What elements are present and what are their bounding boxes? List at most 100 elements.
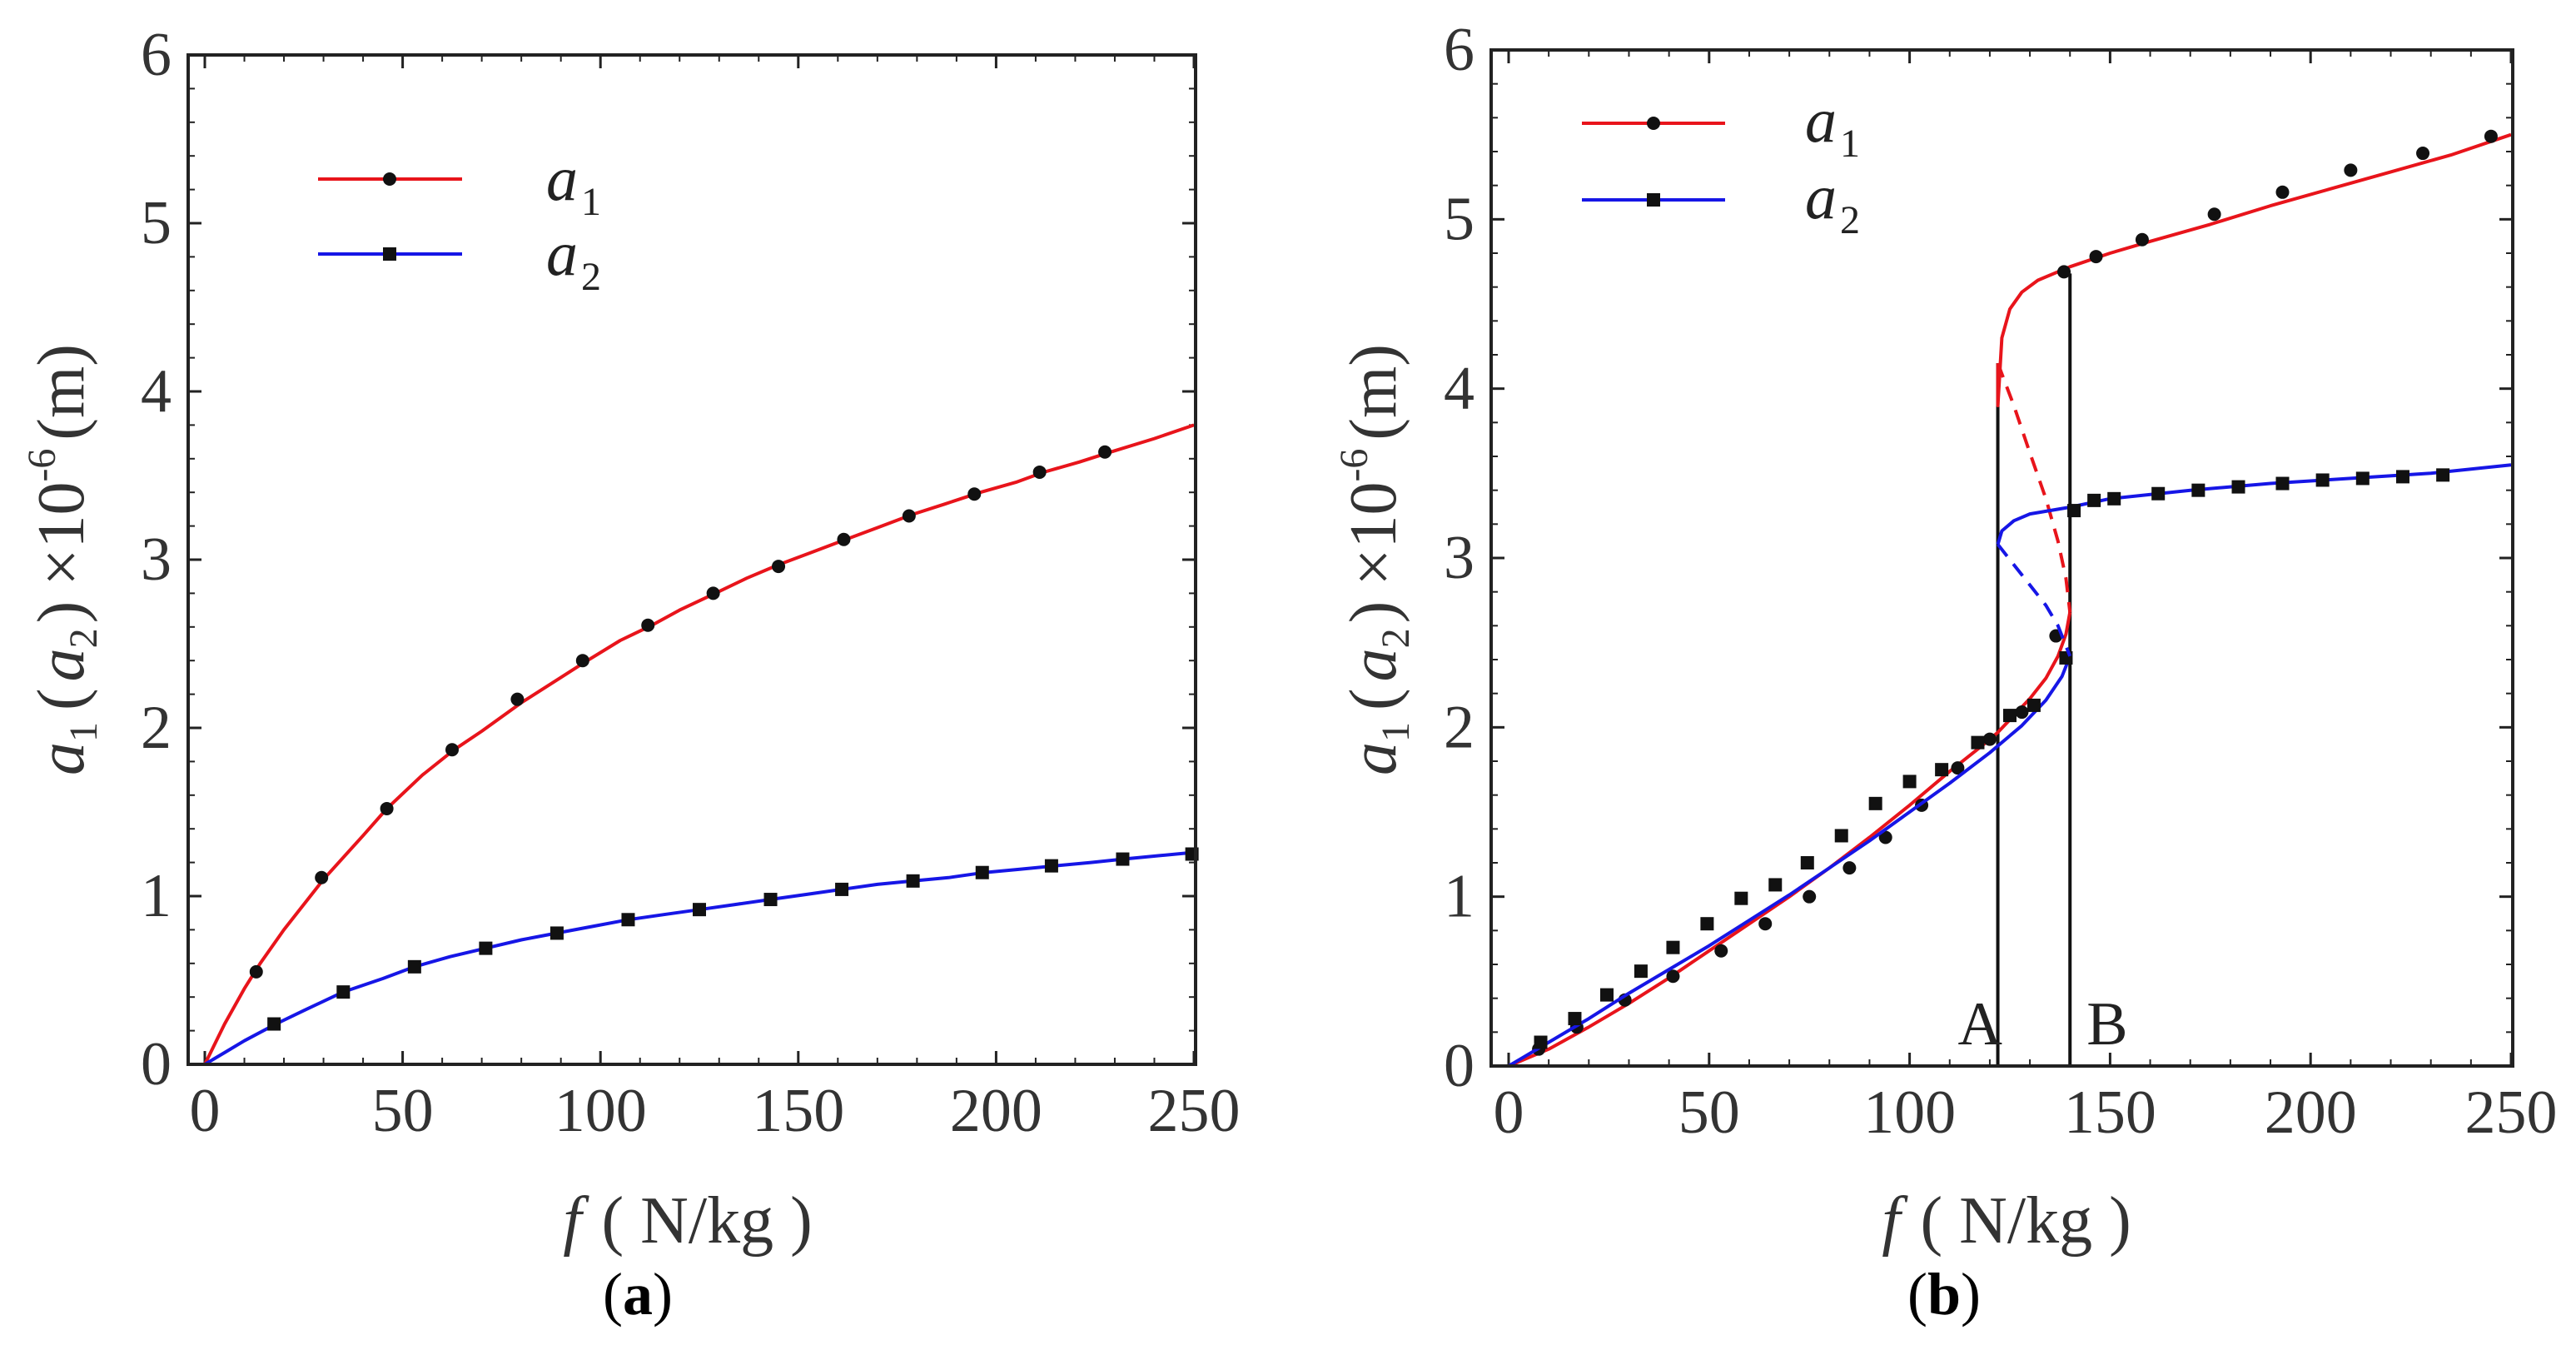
b-ytick-label-5: 5 (1444, 185, 1474, 253)
b-xtick-label-0: 0 (1494, 1078, 1524, 1147)
b-series-3-point-13 (1971, 735, 1985, 750)
a-plot-frame (186, 53, 1197, 1066)
b-series-3-point-10 (1868, 796, 1882, 810)
b-series-0-point-5 (1758, 917, 1773, 931)
b-series-2-point-4 (2275, 185, 2290, 199)
a-series-0-point-9 (837, 532, 851, 546)
b-series-5-point-4 (2191, 483, 2206, 497)
b-xtick-label-4: 200 (2265, 1078, 2357, 1147)
a-legend-item-a1: a1 (318, 144, 601, 224)
a-xtick-label-0: 0 (190, 1077, 221, 1145)
b-series-0-point-6 (1803, 889, 1817, 904)
a-series-1-point-2 (407, 959, 421, 974)
b-xtick-label-2: 100 (1863, 1078, 1956, 1147)
b-series-2-point-1 (2089, 250, 2103, 264)
transition-label-A: A (1958, 990, 2002, 1059)
a-series-0-point-1 (315, 870, 329, 884)
b-legend: a1 a2 (1582, 86, 1860, 242)
svg-text:a1: a1 (546, 144, 601, 224)
b-series-5-point-8 (2355, 471, 2370, 486)
a-series-1-point-4 (550, 926, 564, 940)
b-series-0-point-10 (1951, 761, 1965, 775)
a-series-1-point-1 (336, 985, 351, 999)
b-series-3-point-7 (1768, 878, 1783, 892)
a-xlabel: f( N/kg ) (563, 1184, 813, 1258)
a-ytick-label-6: 6 (141, 21, 172, 89)
b-series-3-point-11 (1902, 775, 1917, 789)
b-series-3-point-5 (1700, 917, 1714, 931)
b-legend-marker-a1 (1647, 117, 1660, 130)
b-series-3-point-6 (1734, 891, 1748, 905)
b-legend-marker-a2 (1647, 193, 1660, 207)
b-series-3-point-2 (1599, 988, 1614, 1002)
a-xlabel-unit: ( N/kg ) (601, 1184, 812, 1258)
b-series-0-point-11 (1982, 732, 1997, 746)
b-series-2-point-7 (2484, 129, 2498, 143)
b-series-3-point-8 (1800, 856, 1814, 869)
a-ytick-label-3: 3 (141, 526, 172, 594)
b-xlabel-unit: ( N/kg ) (1920, 1184, 2131, 1258)
b-ytick-label-3: 3 (1444, 524, 1474, 592)
svg-text:a1: a1 (1805, 86, 1860, 166)
b-panel-caption: (b) (1907, 1261, 1981, 1328)
a-series-0-point-8 (772, 560, 786, 574)
a-series-1-point-7 (763, 893, 778, 907)
a-ytick-label-4: 4 (141, 357, 172, 426)
b-series-3-point-0 (1534, 1035, 1548, 1049)
a-xlabel-symbol: f (563, 1184, 589, 1258)
a-ytick-label-2: 2 (141, 694, 172, 762)
a-series-line-0 (203, 423, 1195, 1065)
a-xtick-label-3: 150 (752, 1077, 844, 1145)
a-series-1-point-11 (1044, 859, 1058, 873)
a-series-0-point-0 (249, 964, 263, 979)
a-series-0-point-11 (967, 487, 982, 501)
b-series-5-point-3 (2151, 486, 2166, 501)
b-series-0-point-7 (1842, 861, 1857, 875)
a-ylabel: a1(a2)×10-6(m) (20, 344, 106, 775)
b-series-5-point-0 (2067, 504, 2081, 518)
b-series-3-point-9 (1834, 829, 1848, 843)
b-legend-item-a1: a1 (1582, 86, 1860, 166)
a-series-0-point-7 (706, 586, 720, 600)
b-series-3-point-4 (1666, 940, 1680, 954)
b-xlabel-symbol: f (1882, 1184, 1908, 1258)
b-series-line-4 (1997, 543, 2072, 657)
a-ytick-label-5: 5 (141, 189, 172, 257)
panel-a: 0 1 2 3 4 5 6 0 50 100 150 200 250 a1(a2)×10-6(m) f(… (20, 21, 1241, 1328)
a-series-1-point-3 (479, 941, 493, 955)
a-legend-marker-a1 (383, 172, 396, 186)
b-ytick-label-6: 6 (1444, 16, 1474, 84)
a-series-1-point-10 (975, 865, 989, 879)
b-series-5-point-5 (2231, 480, 2245, 494)
b-series (1507, 129, 2512, 1068)
a-series-0-point-6 (641, 618, 655, 632)
a-series-1-point-0 (267, 1017, 281, 1031)
b-legend-item-a2: a2 (1582, 162, 1860, 242)
svg-text:a2: a2 (1805, 162, 1860, 242)
b-ticks: 0 1 2 3 4 5 6 0 50 100 150 200 250 (1444, 16, 2558, 1147)
a-series-1-point-9 (906, 874, 920, 888)
a-xtick-label-5: 250 (1148, 1077, 1241, 1145)
b-series-3-point-12 (1935, 763, 1949, 777)
a-series-line-1 (203, 850, 1195, 1066)
b-series-3-point-16 (2059, 650, 2073, 665)
b-series-5-point-6 (2275, 476, 2290, 491)
b-series-2-point-2 (2135, 232, 2149, 247)
b-series-line-3 (1507, 655, 2072, 1068)
b-series-line-1 (1996, 362, 2072, 613)
b-series-0-point-3 (1666, 969, 1680, 984)
a-series-0-point-12 (1032, 465, 1047, 479)
a-series (203, 423, 1199, 1066)
b-series-2-point-0 (2057, 265, 2071, 279)
b-xtick-label-3: 150 (2064, 1078, 2156, 1147)
a-legend: a1 a2 (318, 144, 601, 299)
b-series-2-point-5 (2344, 163, 2358, 177)
a-xtick-label-1: 50 (372, 1077, 434, 1145)
b-series-line-0 (1508, 611, 2072, 1068)
b-series-0-point-4 (1714, 944, 1728, 958)
b-plot-frame (1489, 48, 2514, 1068)
a-series-0-point-2 (380, 801, 394, 815)
a-series-1-point-12 (1116, 852, 1130, 866)
